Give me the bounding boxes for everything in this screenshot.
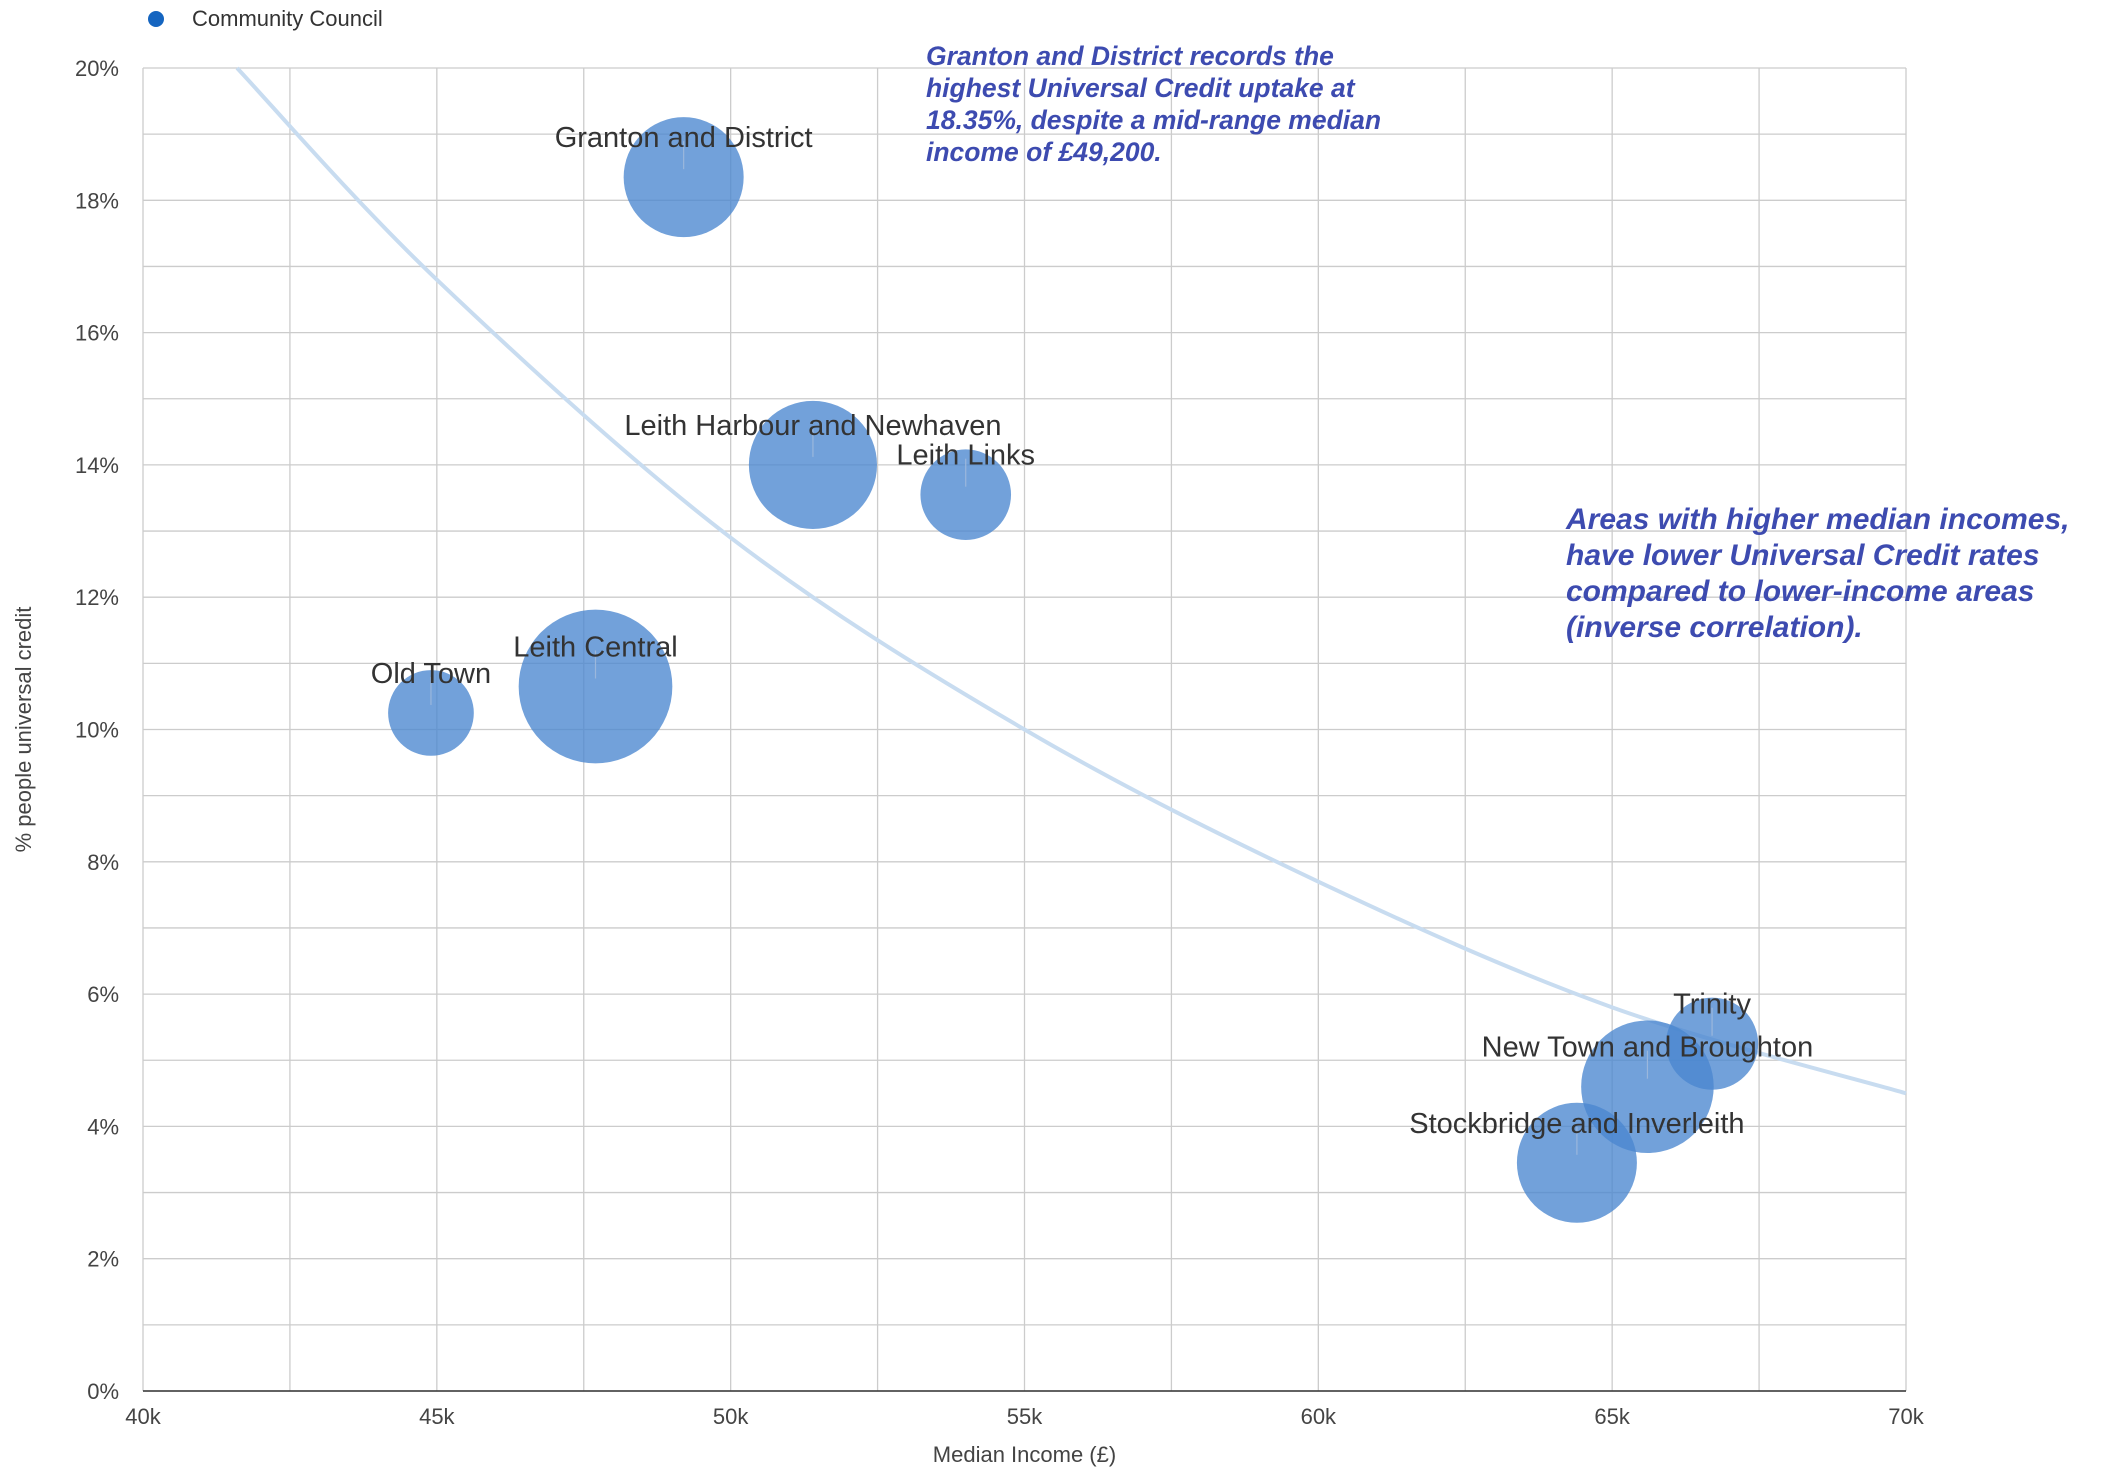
bubble-label: Old Town: [371, 658, 491, 690]
x-tick-label: 60k: [1301, 1404, 1337, 1429]
bubble: [518, 609, 673, 764]
y-tick-label: 0%: [87, 1379, 119, 1404]
x-tick-label: 50k: [713, 1404, 749, 1429]
bubble-label: Leith Links: [896, 440, 1035, 472]
x-tick-label: 55k: [1007, 1404, 1043, 1429]
y-tick-label: 8%: [87, 850, 119, 875]
y-tick-label: 2%: [87, 1247, 119, 1272]
legend: Community Council: [148, 6, 383, 32]
bubble: [748, 400, 878, 529]
y-tick-label: 12%: [75, 585, 119, 610]
x-tick-label: 70k: [1888, 1404, 1924, 1429]
y-tick-label: 16%: [75, 321, 119, 346]
y-tick-label: 6%: [87, 982, 119, 1007]
bubble: [623, 117, 744, 238]
bubble: [1516, 1102, 1637, 1223]
annotation-granton: Granton and District records the highest…: [926, 41, 1382, 167]
bubble-label: Leith Harbour and Newhaven: [624, 410, 1001, 442]
legend-label: Community Council: [192, 6, 383, 31]
y-tick-label: 20%: [75, 56, 119, 81]
x-tick-label: 65k: [1594, 1404, 1630, 1429]
annotation-inverse-correlation: Areas with higher median incomes, have l…: [1566, 503, 2070, 644]
legend-marker: [148, 11, 164, 27]
y-tick-label: 18%: [75, 188, 119, 213]
bubble-label: New Town and Broughton: [1482, 1032, 1814, 1064]
x-axis-title: Median Income (£): [933, 1442, 1116, 1467]
bubble: [920, 449, 1012, 540]
bubble: [388, 670, 474, 756]
y-tick-label: 14%: [75, 453, 119, 478]
y-axis-title: % people universal credit: [11, 607, 36, 853]
y-tick-label: 4%: [87, 1114, 119, 1139]
x-tick-label: 45k: [419, 1404, 455, 1429]
x-tick-label: 40k: [125, 1404, 161, 1429]
bubble-label: Granton and District: [555, 122, 813, 154]
bubble-label: Trinity: [1673, 989, 1751, 1021]
trendline: [235, 66, 1907, 1096]
y-tick-label: 10%: [75, 718, 119, 743]
bubble-label: Leith Central: [513, 632, 677, 664]
bubble-label: Stockbridge and Inverleith: [1409, 1108, 1744, 1140]
